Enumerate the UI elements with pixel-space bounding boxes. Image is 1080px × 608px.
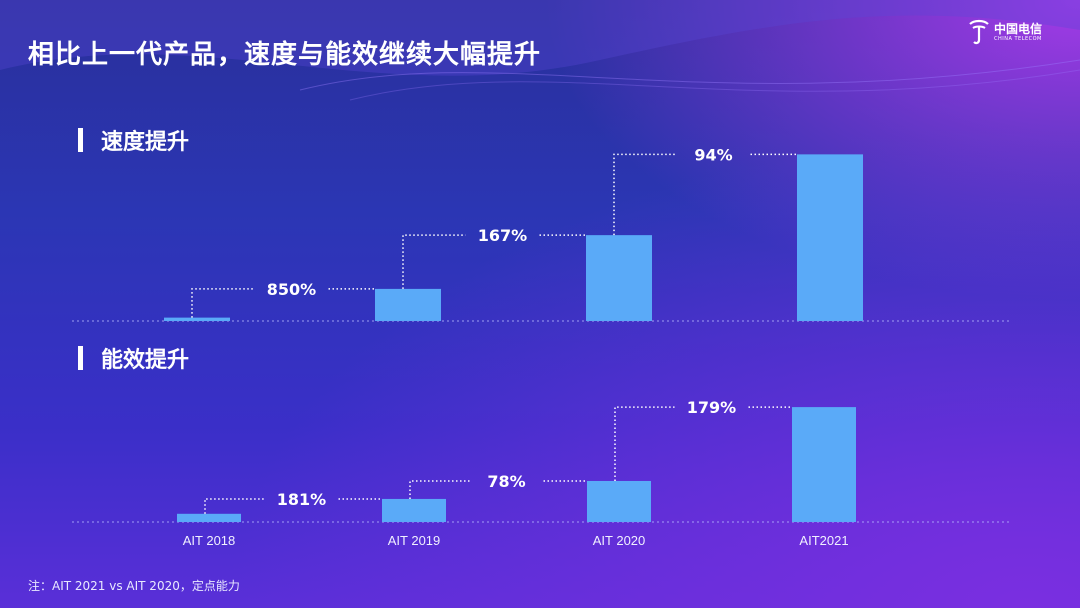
bar-2 — [375, 288, 441, 321]
logo-subtext: CHINA TELECOM — [994, 36, 1042, 42]
chart-1: 850% 167% 94% — [72, 145, 1010, 322]
slide-title: 相比上一代产品，速度与能效继续大幅提升 — [28, 40, 542, 70]
bar-3 — [587, 480, 651, 522]
chart-2: 181% 78% 179% AIT 2018 AIT 2019 AIT 2020 AIT20… — [72, 398, 1010, 548]
bar-3 — [586, 235, 652, 321]
logo-text: 中国电信 — [994, 22, 1043, 36]
footnote: 注：AIT 2021 vs AIT 2020，定点能力 — [28, 579, 240, 593]
bar-1 — [177, 513, 241, 522]
guide-line-3 — [614, 406, 675, 481]
growth-label-1: 181% — [277, 490, 326, 509]
section-label-speed: 速度提升 — [78, 124, 189, 156]
guide-line-3 — [613, 153, 677, 236]
growth-label-2: 167% — [478, 226, 527, 245]
guide-line-1 — [204, 498, 265, 514]
guide-line-2 — [402, 234, 466, 289]
section-label-text: 速度提升 — [101, 130, 190, 155]
guide-line-1 — [191, 288, 255, 318]
china-telecom-logo: 中国电信 CHINA TELECOM — [968, 18, 1054, 48]
growth-label-3: 179% — [687, 398, 736, 417]
growth-label-2: 78% — [487, 472, 525, 491]
category-label-3: AIT 2020 — [593, 533, 646, 548]
bar-4 — [792, 407, 856, 522]
telecom-logo-icon — [969, 19, 989, 45]
bar-2 — [382, 498, 446, 522]
growth-label-3: 94% — [694, 145, 732, 164]
category-label-1: AIT 2018 — [183, 533, 236, 548]
section-label-efficiency: 能效提升 — [78, 342, 189, 374]
growth-label-1: 850% — [267, 280, 316, 299]
section-marker — [78, 128, 83, 152]
bar-4 — [797, 154, 863, 321]
guide-line-2 — [409, 480, 470, 499]
section-marker — [78, 346, 83, 370]
category-label-2: AIT 2019 — [388, 533, 441, 548]
category-label-4: AIT2021 — [799, 533, 848, 548]
section-label-text: 能效提升 — [101, 348, 190, 373]
bar-1 — [164, 317, 230, 321]
